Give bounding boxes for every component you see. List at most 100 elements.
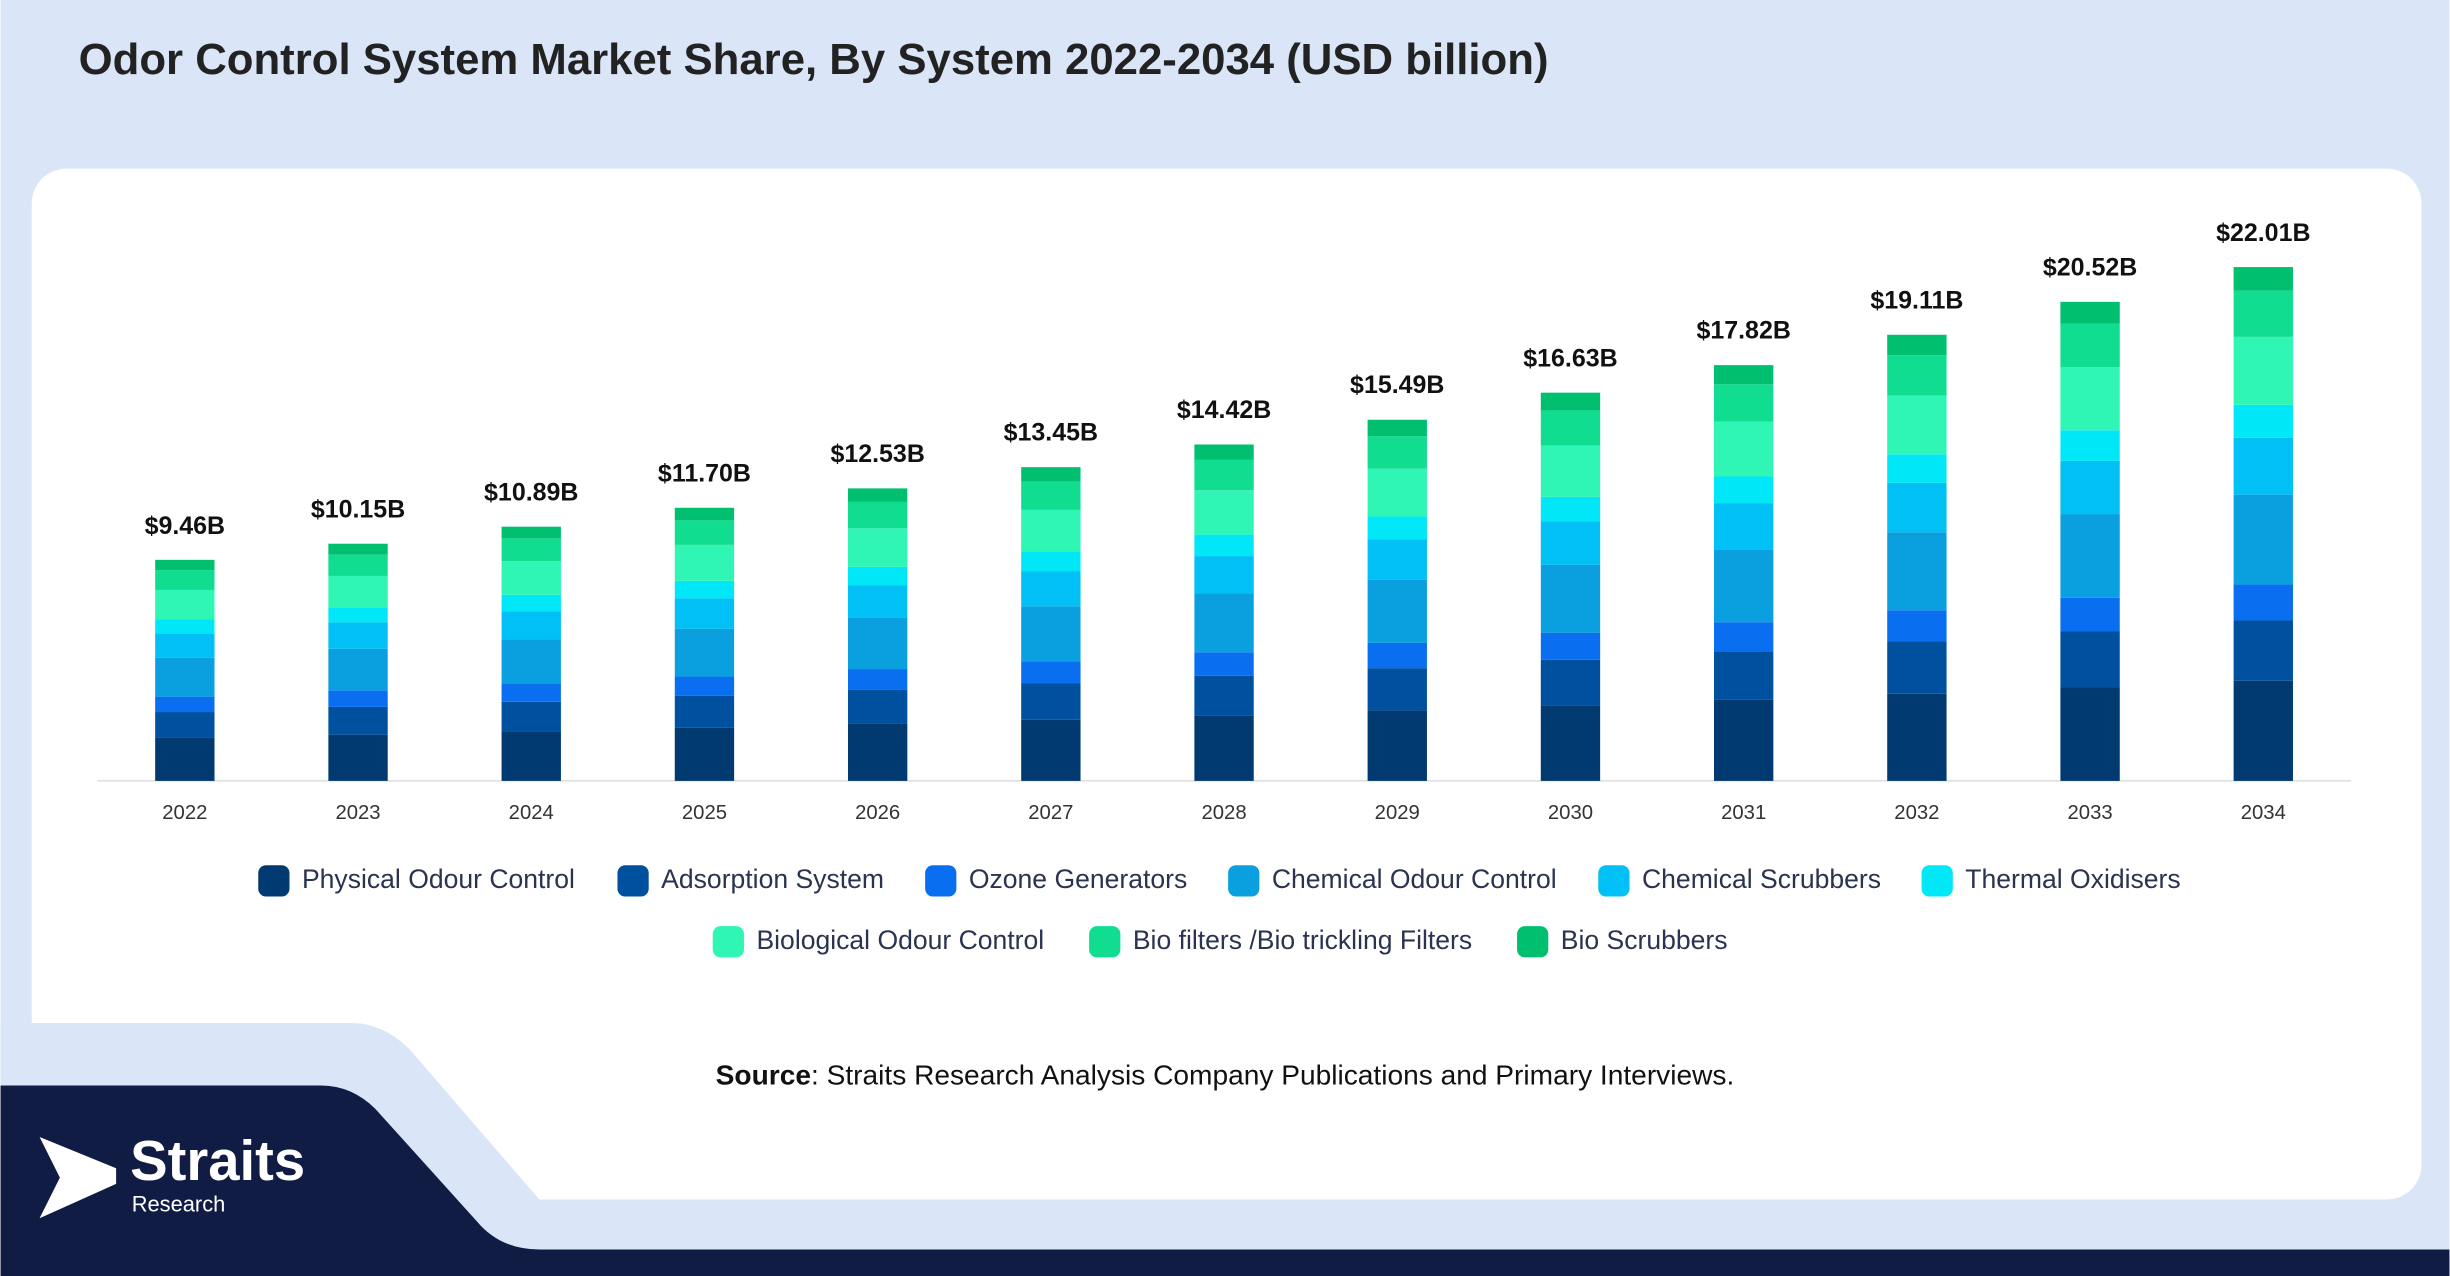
bar-segment [1021, 509, 1081, 552]
bar-segment [2060, 631, 2120, 688]
x-tick-label: 2033 [2068, 802, 2113, 824]
bar-segment [2233, 437, 2293, 495]
bar-segment [328, 543, 388, 555]
bar-segment [1021, 661, 1081, 684]
bar-segment [1887, 454, 1947, 483]
total-label: $14.42B [1177, 396, 1271, 424]
bar-segment [328, 706, 388, 735]
bar-segment [1887, 482, 1947, 533]
bar-segment [1714, 699, 1774, 781]
total-label: $10.89B [484, 478, 578, 506]
bar-segment [155, 589, 215, 620]
bar-segment [674, 695, 735, 728]
bar-segment [847, 528, 908, 567]
legend-label: Adsorption System [661, 864, 884, 894]
bar-segment [1887, 641, 1947, 694]
legend-marker [258, 865, 290, 897]
bar-segment [1194, 593, 1254, 653]
bar-segment [2060, 687, 2120, 781]
bar-segment [1540, 410, 1601, 446]
bar-segment [1714, 421, 1774, 477]
bar-segment [328, 622, 388, 649]
x-tick-label: 2028 [1201, 802, 1246, 824]
bar-segment [1540, 496, 1601, 522]
bar-segment [1714, 651, 1774, 700]
x-tick-label: 2034 [2241, 802, 2286, 824]
x-tick-label: 2029 [1375, 802, 1420, 824]
legend-marker [925, 865, 957, 897]
bar-segment [1887, 610, 1947, 642]
bar-segment [155, 737, 215, 781]
chart-title: Odor Control System Market Share, By Sys… [79, 35, 1549, 84]
legend-marker [712, 926, 744, 958]
total-label: $11.70B [658, 460, 751, 488]
bar-segment [847, 617, 908, 670]
bar-segment [1714, 365, 1774, 385]
bar-segment [1714, 622, 1774, 652]
legend-label: Chemical Scrubbers [1642, 864, 1881, 894]
bar-segment [1714, 384, 1774, 422]
bar-segment [155, 657, 215, 697]
bar-segment [501, 611, 561, 640]
bar-segment [1021, 606, 1081, 662]
total-label: $22.01B [2216, 219, 2310, 247]
legend-marker [617, 865, 649, 897]
bar-segment [1021, 571, 1081, 607]
bar-segment [1367, 516, 1427, 540]
bar-segment [2233, 494, 2293, 585]
bar-segment [2233, 584, 2293, 621]
bar-segment [328, 690, 388, 707]
bar-segment [2233, 290, 2293, 337]
bar-segment [2233, 680, 2293, 781]
bar-segment [501, 639, 561, 685]
total-label: $13.45B [1004, 419, 1098, 447]
bar-segment [2060, 430, 2120, 461]
bar-segment [847, 669, 908, 690]
bar-segment [501, 701, 561, 732]
bar-segment [674, 580, 735, 599]
bar-segment [2060, 597, 2120, 632]
total-label: $16.63B [1523, 344, 1617, 372]
bar-segment [847, 501, 908, 529]
total-label: $15.49B [1350, 371, 1444, 399]
bar-segment [501, 594, 561, 612]
legend-label: Bio Scrubbers [1561, 925, 1728, 955]
x-tick-label: 2027 [1028, 802, 1073, 824]
bar-segment [847, 488, 908, 502]
bar-segment [501, 526, 561, 539]
bar-segment [674, 628, 735, 677]
bar-segment [1887, 693, 1947, 781]
bar-segment [674, 727, 735, 781]
bar-segment [1540, 705, 1601, 781]
bar-segment [1021, 481, 1081, 510]
bar-segment [1194, 715, 1254, 781]
x-tick-label: 2031 [1721, 802, 1766, 824]
legend-marker [1517, 926, 1549, 958]
bar-segment [1021, 467, 1081, 482]
total-label: $9.46B [145, 512, 226, 540]
bar-segment [1021, 683, 1081, 720]
bar-segment [2060, 514, 2120, 598]
bar-segment [155, 712, 215, 738]
bar-segment [1540, 632, 1601, 660]
bar-segment [1194, 459, 1254, 491]
bar-segment [1540, 445, 1601, 497]
legend-label: Chemical Odour Control [1272, 864, 1557, 894]
bar-segment [1367, 468, 1427, 517]
legend-marker [1089, 926, 1121, 958]
bar-segment [501, 561, 561, 595]
bar-segment [1021, 719, 1081, 781]
bar-segment [1540, 659, 1601, 706]
bar-segment [1367, 419, 1427, 437]
bar-segment [155, 559, 215, 571]
bar-segment [1887, 355, 1947, 396]
x-tick-label: 2022 [162, 802, 207, 824]
bar-segment [847, 723, 908, 781]
legend-label: Thermal Oxidisers [1965, 864, 2180, 894]
bar-segment [1714, 549, 1774, 623]
x-tick-label: 2026 [855, 802, 900, 824]
bar-segment [1714, 503, 1774, 550]
bar-segment [2060, 301, 2120, 324]
legend-label: Biological Odour Control [756, 925, 1044, 955]
bar-segment [328, 607, 388, 623]
